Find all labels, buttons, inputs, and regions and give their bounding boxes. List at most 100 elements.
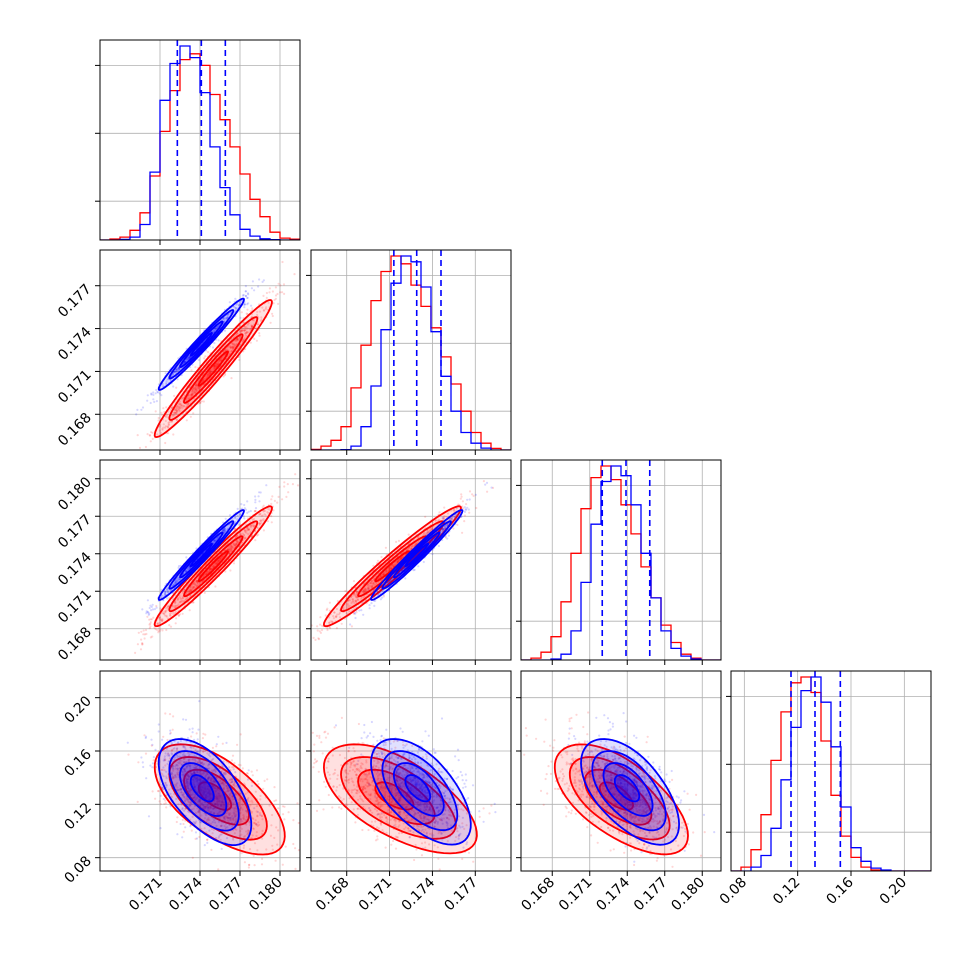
- sample-point: [208, 568, 212, 571]
- sample-point: [246, 528, 249, 531]
- sample-point: [485, 481, 489, 484]
- sample-point: [234, 521, 237, 524]
- sample-point: [192, 583, 195, 586]
- sample-point: [257, 495, 260, 498]
- sample-point: [463, 506, 466, 509]
- sample-point: [153, 626, 156, 629]
- sample-point: [187, 394, 191, 397]
- sample-point: [202, 400, 205, 403]
- sample-point: [114, 490, 116, 492]
- sample-point: [169, 614, 172, 617]
- sample-point: [231, 345, 234, 348]
- sample-point: [154, 410, 157, 413]
- sample-point: [214, 562, 217, 566]
- sample-point: [144, 445, 147, 449]
- sample-point: [255, 339, 258, 342]
- sample-point: [194, 383, 197, 387]
- sample-point: [207, 571, 210, 574]
- sample-point: [358, 609, 361, 612]
- y-tick-label: 0.174: [55, 324, 95, 364]
- sample-point: [236, 332, 239, 335]
- sample-point: [249, 525, 252, 529]
- sample-point: [194, 366, 197, 369]
- sample-point: [258, 513, 261, 516]
- sample-point: [195, 384, 198, 387]
- sample-point: [232, 343, 235, 346]
- sample-point: [240, 299, 244, 302]
- sample-point: [190, 393, 193, 396]
- sample-point: [175, 418, 178, 421]
- sample-point: [234, 297, 237, 300]
- sample-point: [228, 551, 231, 555]
- sample-point: [252, 524, 255, 528]
- sample-point: [240, 329, 244, 333]
- sample-point: [189, 594, 192, 597]
- sample-point: [234, 309, 237, 312]
- sample-point: [164, 609, 167, 613]
- sample-point: [144, 628, 148, 632]
- sample-point: [243, 533, 246, 536]
- sample-point: [208, 568, 211, 571]
- sample-point: [354, 616, 357, 620]
- sample-point: [259, 319, 262, 322]
- sample-point: [191, 390, 194, 393]
- sample-point: [177, 368, 180, 371]
- sample-point: [162, 426, 165, 429]
- sample-point: [267, 301, 270, 304]
- sample-point: [203, 357, 206, 360]
- sample-point: [175, 406, 178, 409]
- sample-point: [236, 541, 239, 544]
- sample-point: [245, 331, 248, 334]
- sample-point: [160, 618, 163, 621]
- sample-point: [216, 363, 219, 366]
- sample-point: [264, 509, 267, 512]
- sample-point: [256, 313, 259, 316]
- sample-point: [169, 625, 173, 628]
- sample-point: [244, 290, 247, 293]
- x-tick-label: 0.08: [717, 875, 750, 908]
- sample-point: [244, 508, 248, 511]
- sample-point: [136, 434, 139, 437]
- sample-point: [246, 327, 249, 330]
- sample-point: [244, 530, 247, 534]
- histogram-panel: [516, 459, 722, 665]
- sample-point: [199, 581, 202, 584]
- sample-point: [285, 495, 288, 498]
- sample-point: [170, 611, 173, 615]
- sample-point: [277, 495, 280, 498]
- sample-point: [173, 411, 176, 414]
- sample-point: [195, 382, 198, 385]
- sample-point: [247, 528, 251, 531]
- sample-point: [212, 564, 215, 567]
- sample-point: [213, 366, 217, 369]
- sample-point: [198, 386, 201, 389]
- sample-point: [340, 622, 343, 625]
- sample-point: [254, 495, 257, 498]
- sample-point: [231, 347, 234, 350]
- sample-point: [231, 345, 234, 348]
- sample-point: [185, 398, 188, 401]
- histogram-panel: [306, 249, 512, 455]
- sample-point: [142, 633, 145, 636]
- sample-point: [191, 388, 194, 391]
- sample-point: [169, 612, 172, 615]
- sample-point: [178, 400, 181, 403]
- sample-point: [216, 325, 219, 328]
- sample-point: [270, 521, 273, 524]
- sample-point: [173, 601, 177, 605]
- sample-point: [279, 291, 282, 294]
- y-tick-label: 0.177: [55, 281, 95, 321]
- sample-point: [181, 406, 184, 409]
- sample-point: [134, 651, 137, 655]
- sample-point: [270, 502, 273, 505]
- sample-point: [180, 405, 183, 408]
- sample-point: [431, 552, 434, 556]
- sample-point: [175, 409, 178, 412]
- sample-point: [158, 621, 161, 624]
- sample-point: [274, 294, 278, 297]
- sample-point: [149, 636, 152, 639]
- sample-point: [185, 586, 188, 589]
- sample-point: [138, 452, 140, 454]
- sample-point: [177, 614, 180, 617]
- sample-point: [188, 609, 191, 612]
